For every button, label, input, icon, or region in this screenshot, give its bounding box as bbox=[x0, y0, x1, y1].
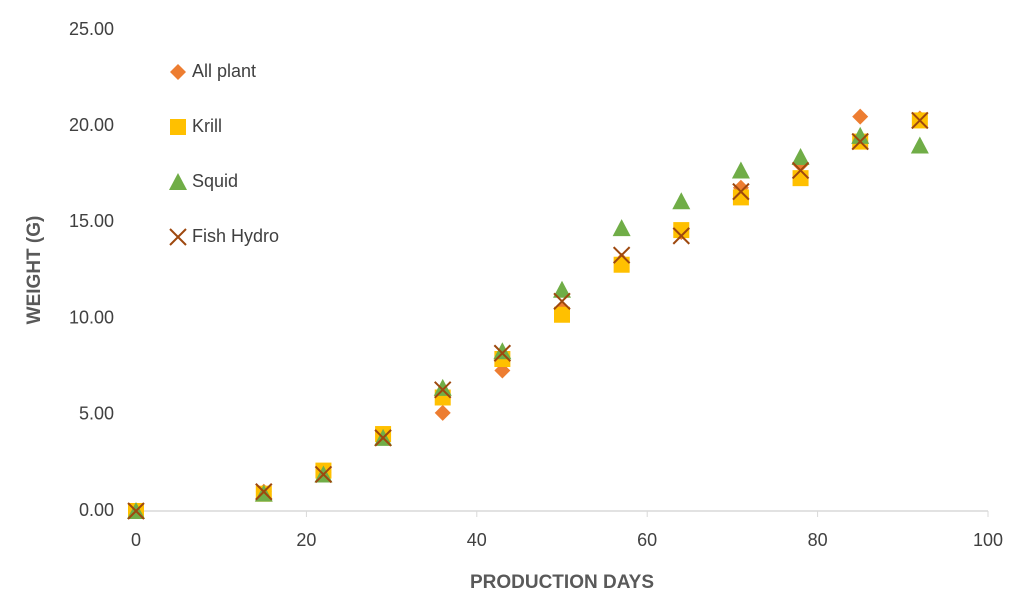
point bbox=[852, 108, 869, 125]
x-tick-label: 0 bbox=[131, 530, 141, 550]
legend-marker bbox=[169, 173, 187, 190]
x-axis-label: PRODUCTION DAYS bbox=[470, 572, 654, 593]
point bbox=[672, 227, 690, 245]
point bbox=[612, 219, 631, 237]
point bbox=[672, 192, 691, 210]
legend-marker bbox=[169, 228, 187, 246]
point bbox=[314, 465, 333, 484]
y-tick-label: 10.00 bbox=[69, 307, 114, 327]
x-tick-label: 20 bbox=[296, 530, 316, 550]
y-tick-label: 0.00 bbox=[79, 500, 114, 520]
y-tick-label: 20.00 bbox=[69, 115, 114, 135]
point bbox=[434, 404, 451, 421]
point bbox=[612, 246, 631, 264]
point bbox=[791, 161, 810, 180]
point bbox=[613, 256, 630, 273]
x-tick-label: 80 bbox=[808, 530, 828, 550]
point bbox=[553, 292, 571, 310]
point bbox=[851, 132, 869, 151]
x-tick-label: 60 bbox=[637, 530, 657, 550]
point bbox=[911, 111, 929, 130]
point bbox=[792, 170, 809, 187]
point bbox=[553, 280, 571, 298]
legend-label: Krill bbox=[192, 116, 222, 136]
point bbox=[791, 147, 810, 165]
y-axis-label: WEIGHT (G) bbox=[24, 216, 45, 325]
point bbox=[493, 342, 512, 360]
y-tick-label: 5.00 bbox=[79, 404, 114, 424]
point bbox=[374, 429, 392, 447]
point bbox=[434, 381, 452, 399]
y-tick-label: 15.00 bbox=[69, 211, 114, 231]
point bbox=[673, 222, 690, 239]
legend-label: Fish Hydro bbox=[192, 226, 279, 246]
point bbox=[255, 483, 273, 501]
y-tick-label: 25.00 bbox=[69, 19, 114, 39]
x-tick-label: 100 bbox=[973, 530, 1003, 550]
point bbox=[493, 344, 512, 362]
point bbox=[851, 126, 870, 144]
legend-marker bbox=[170, 119, 186, 135]
legend-label: Squid bbox=[192, 171, 238, 191]
point bbox=[554, 306, 570, 323]
legend-label: All plant bbox=[192, 61, 256, 81]
point bbox=[433, 378, 452, 396]
point bbox=[127, 502, 145, 520]
point bbox=[731, 161, 750, 179]
point bbox=[732, 189, 749, 206]
point bbox=[732, 182, 750, 201]
point bbox=[910, 136, 929, 154]
x-tick-label: 40 bbox=[467, 530, 487, 550]
legend-marker bbox=[170, 64, 186, 80]
